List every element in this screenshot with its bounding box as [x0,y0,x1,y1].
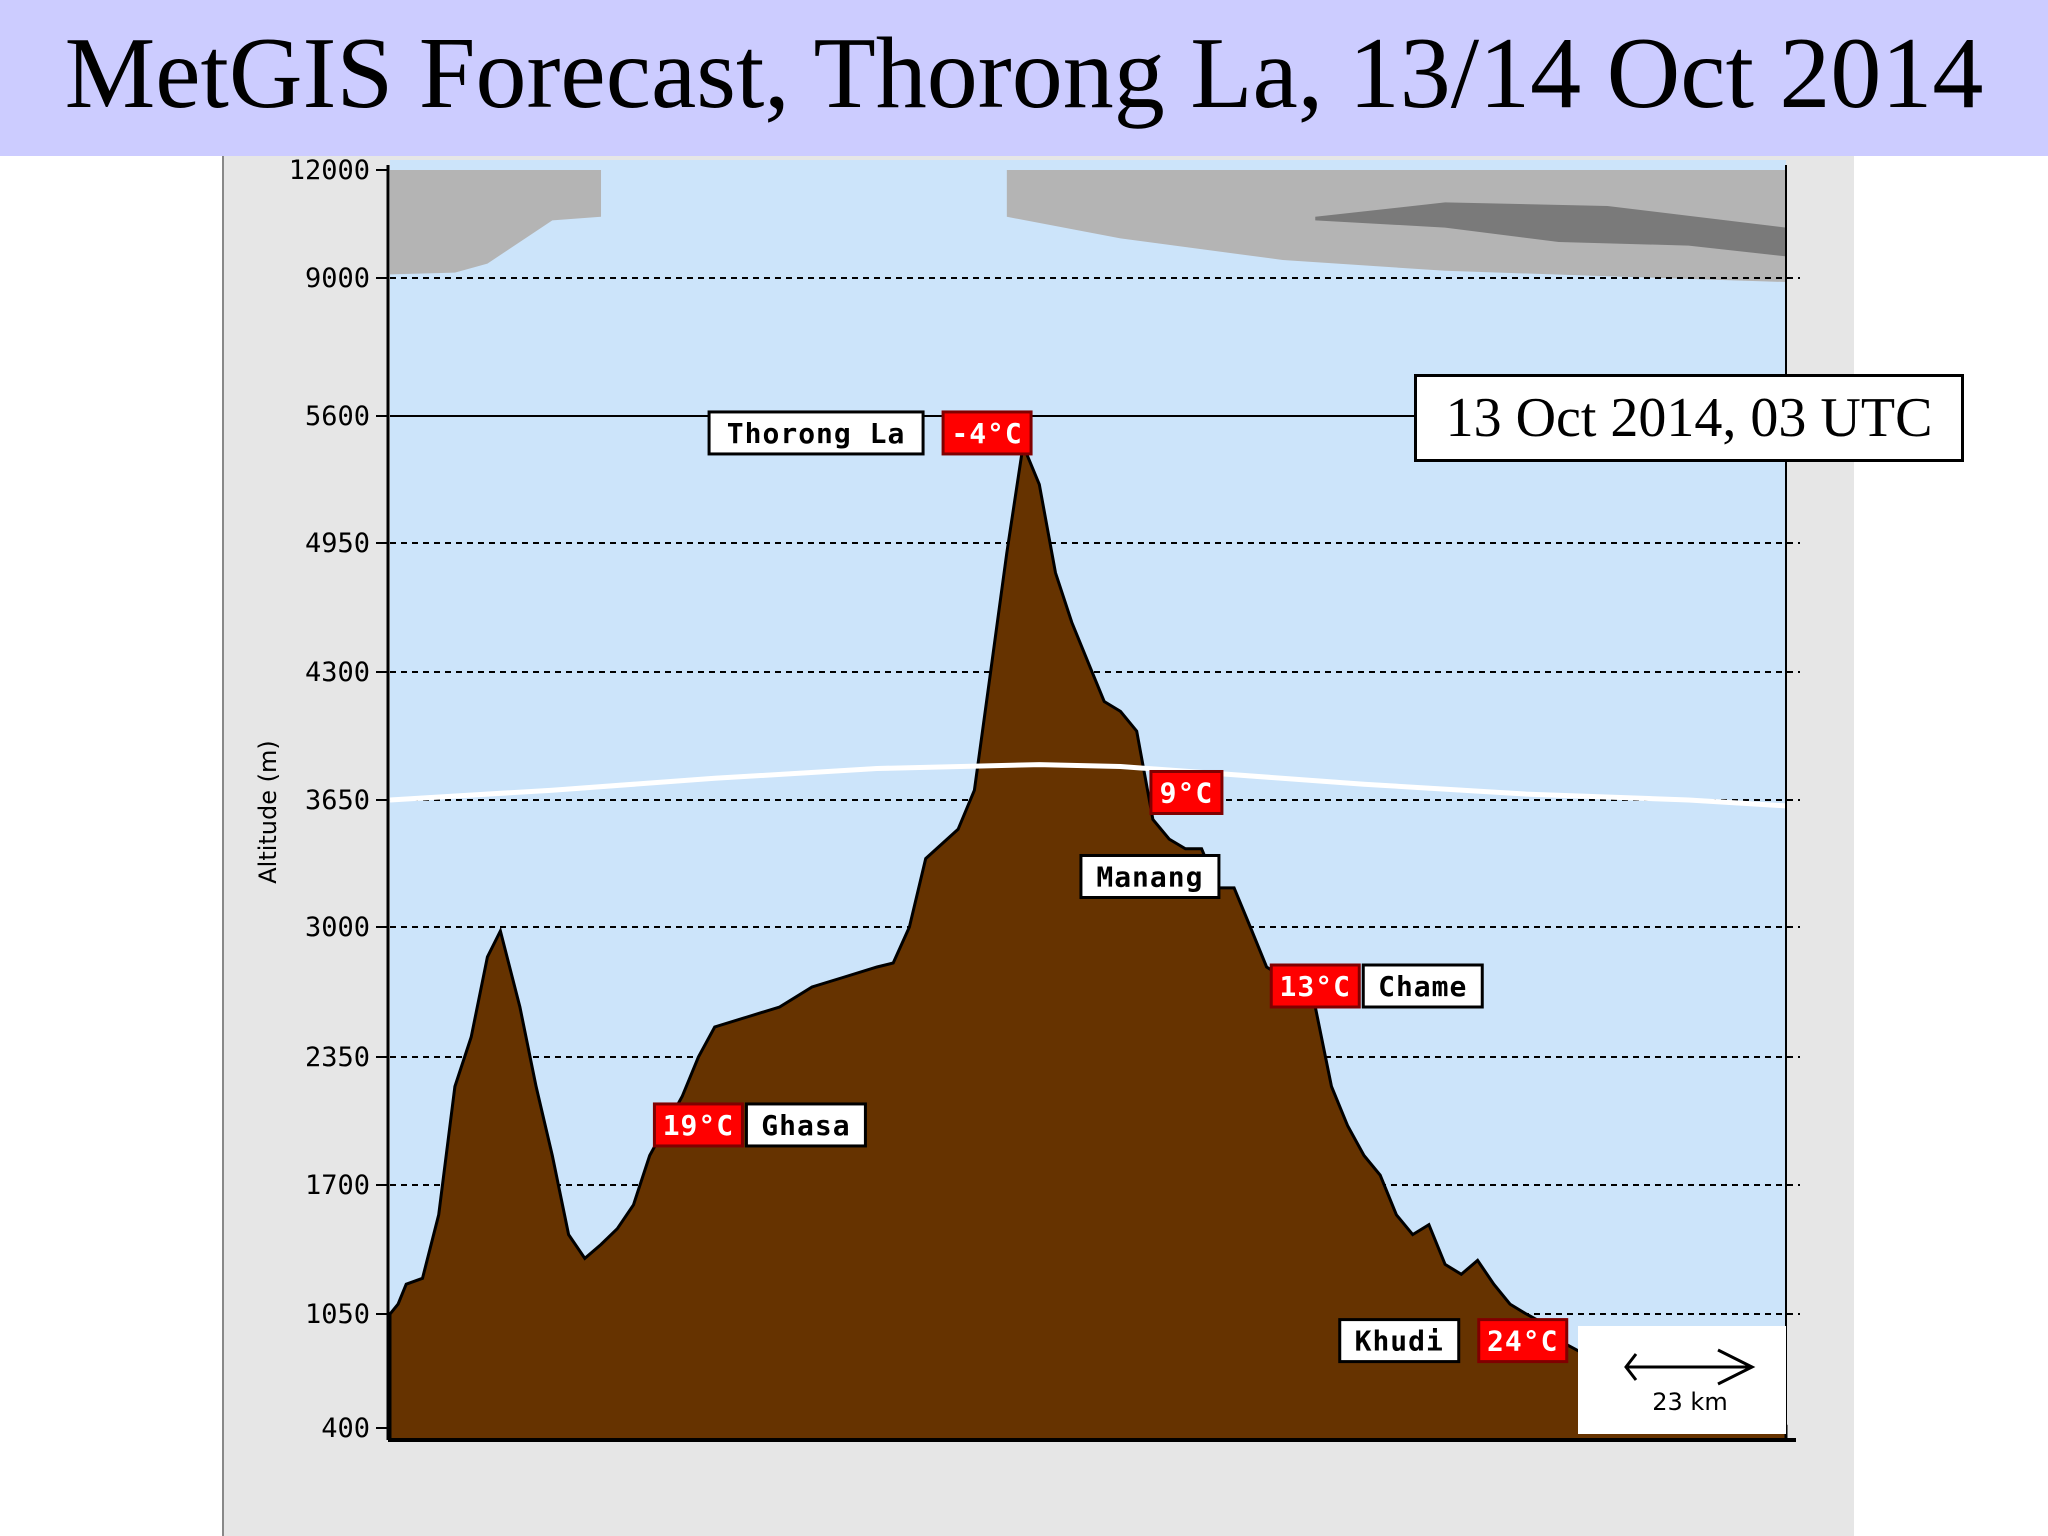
y-tick-label-12000: 12000 [289,155,370,186]
temp-label-ghasa-text: 19°C [663,1109,734,1142]
location-label-ghasa-text: Ghasa [761,1109,850,1142]
location-label-ghasa: Ghasa [744,1102,867,1148]
y-axis-label: Altitude (m) [254,740,282,884]
location-label-thorong-la: Thorong La [707,410,925,456]
scale-bar-label: 23 km [1652,1388,1727,1416]
temp-label-thorong-la-text: -4°C [951,417,1022,450]
location-label-chame-text: Chame [1378,970,1467,1003]
temp-label-ghasa: 19°C [652,1102,744,1148]
y-tick-label-4950: 4950 [305,528,370,559]
location-label-manang-text: Manang [1096,860,1203,893]
location-label-thorong-la-text: Thorong La [727,417,906,450]
location-label-khudi: Khudi [1338,1318,1461,1364]
y-tick-label-4300: 4300 [305,657,370,688]
cloud-left [390,170,602,275]
freezing-level-line [389,762,1787,809]
temp-label-thorong-la: -4°C [941,410,1033,456]
location-label-manang: Manang [1079,853,1221,899]
page-title: MetGIS Forecast, Thorong La, 13/14 Oct 2… [64,17,1984,130]
temp-label-chame-text: 13°C [1280,970,1351,1003]
temp-label-manang: 9°C [1149,769,1224,815]
y-tick-label-1700: 1700 [305,1170,370,1201]
cloud-right [1006,170,1786,283]
temp-label-khudi-text: 24°C [1487,1325,1558,1358]
temp-label-khudi: 24°C [1477,1318,1569,1364]
y-tick-label-1050: 1050 [305,1299,370,1330]
forecast-timestamp: 13 Oct 2014, 03 UTC [1414,374,1964,462]
y-tick-label-9000: 9000 [305,263,370,294]
temp-label-manang-text: 9°C [1160,776,1214,809]
y-tick-label-3650: 3650 [305,785,370,816]
location-label-khudi-text: Khudi [1355,1325,1444,1358]
y-tick-label-400: 400 [321,1413,370,1444]
y-tick-label-3000: 3000 [305,912,370,943]
title-bar: MetGIS Forecast, Thorong La, 13/14 Oct 2… [0,0,2048,156]
y-tick-label-5600: 5600 [305,401,370,432]
temp-label-chame: 13°C [1269,963,1361,1009]
y-tick-label-2350: 2350 [305,1042,370,1073]
scale-bar: 23 km [1578,1326,1786,1434]
cloud-core [1315,202,1786,257]
location-label-chame: Chame [1361,963,1484,1009]
